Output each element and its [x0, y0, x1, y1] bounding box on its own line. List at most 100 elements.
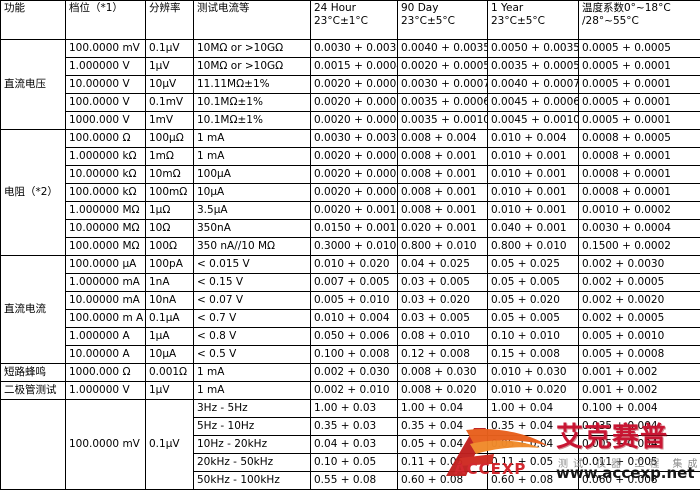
cell-temp-coefficient: 0.100 + 0.004 [579, 400, 700, 418]
cell-90-day: 0.008 + 0.001 [398, 202, 488, 220]
header-function: 功能 [1, 1, 66, 40]
cell-24-hour: 0.0150 + 0.0010 [311, 220, 398, 238]
cell-function: 二极管测试 [1, 382, 66, 400]
cell-90-day: 0.008 + 0.020 [398, 382, 488, 400]
cell-test-current: < 0.15 V [194, 274, 311, 292]
cell-resolution: 1mV [146, 112, 194, 130]
cell-range: 10.00000 mA [66, 292, 146, 310]
cell-range: 10.00000 MΩ [66, 220, 146, 238]
cell-1-year: 0.05 + 0.025 [488, 256, 579, 274]
cell-1-year: 1.00 + 0.04 [488, 400, 579, 418]
cell-resolution: 1µΩ [146, 202, 194, 220]
cell-resolution: 10Ω [146, 220, 194, 238]
cell-resolution: 1µV [146, 382, 194, 400]
cell-test-current: 350 nA//10 MΩ [194, 238, 311, 256]
cell-test-current: 20kHz - 50kHz [194, 454, 311, 472]
cell-24-hour: 0.050 + 0.006 [311, 328, 398, 346]
cell-temp-coefficient: 0.0005 + 0.0001 [579, 112, 700, 130]
cell-test-current: 10.1MΩ±1% [194, 94, 311, 112]
cell-temp-coefficient: 0.0005 + 0.0001 [579, 76, 700, 94]
header-1-year: 1 Year 23°C±5°C [488, 1, 579, 40]
cell-90-day: 0.020 + 0.001 [398, 220, 488, 238]
cell-range: 1.000000 V [66, 58, 146, 76]
cell-resolution: 10nA [146, 292, 194, 310]
cell-range: 1.000000 mA [66, 274, 146, 292]
cell-90-day: 0.800 + 0.010 [398, 238, 488, 256]
cell-range: 100.0000 mV [66, 40, 146, 58]
cell-24-hour: 0.3000 + 0.0100 [311, 238, 398, 256]
cell-test-current: < 0.015 V [194, 256, 311, 274]
cell-test-current: < 0.8 V [194, 328, 311, 346]
cell-test-current: 1 mA [194, 148, 311, 166]
cell-temp-coefficient: 0.0008 + 0.0001 [579, 166, 700, 184]
cell-test-current: < 0.7 V [194, 310, 311, 328]
cell-24-hour: 0.0030 + 0.0030 [311, 130, 398, 148]
cell-test-current: 3.5µA [194, 202, 311, 220]
cell-1-year: 0.800 + 0.010 [488, 238, 579, 256]
cell-resolution: 100Ω [146, 238, 194, 256]
cell-resolution: 0.1mV [146, 94, 194, 112]
cell-24-hour: 0.010 + 0.004 [311, 310, 398, 328]
cell-24-hour: 0.0020 + 0.0005 [311, 166, 398, 184]
cell-temp-coefficient: 0.0010 + 0.0002 [579, 202, 700, 220]
cell-range: 1.000000 V [66, 382, 146, 400]
cell-90-day: 0.03 + 0.005 [398, 310, 488, 328]
cell-resolution: 10mΩ [146, 166, 194, 184]
cell-resolution: 0.001Ω [146, 364, 194, 382]
cell-test-current: 5Hz - 10Hz [194, 418, 311, 436]
cell-resolution: 100µΩ [146, 130, 194, 148]
cell-temp-coefficient: 0.002 + 0.0020 [579, 292, 700, 310]
cell-1-year: 0.010 + 0.001 [488, 148, 579, 166]
cell-test-current: 10.1MΩ±1% [194, 112, 311, 130]
cell-90-day: 0.11 + 0.05 [398, 454, 488, 472]
cell-1-year: 0.010 + 0.001 [488, 184, 579, 202]
cell-24-hour: 0.100 + 0.008 [311, 346, 398, 364]
cell-test-current: 10Hz - 20kHz [194, 436, 311, 454]
cell-90-day: 0.0020 + 0.0005 [398, 58, 488, 76]
cell-temp-coefficient: 0.001 + 0.002 [579, 382, 700, 400]
cell-1-year: 0.05 + 0.020 [488, 292, 579, 310]
cell-1-year: 0.010 + 0.001 [488, 202, 579, 220]
cell-temp-coefficient: 0.002 + 0.0005 [579, 310, 700, 328]
cell-test-current: 50kHz - 100kHz [194, 472, 311, 490]
cell-temp-coefficient: 0.0005 + 0.0005 [579, 40, 700, 58]
cell-test-current: 1 mA [194, 364, 311, 382]
cell-range: 100.0000 m A [66, 310, 146, 328]
cell-1-year: 0.010 + 0.001 [488, 166, 579, 184]
cell-1-year: 0.05 + 0.005 [488, 310, 579, 328]
cell-24-hour: 0.005 + 0.010 [311, 292, 398, 310]
cell-1-year: 0.0045 + 0.0006 [488, 94, 579, 112]
cell-temp-coefficient: 0.005 + 0.0010 [579, 328, 700, 346]
cell-range: 100.0000 kΩ [66, 184, 146, 202]
cell-90-day: 1.00 + 0.04 [398, 400, 488, 418]
cell-90-day: 0.05 + 0.04 [398, 436, 488, 454]
cell-resolution: 1µA [146, 328, 194, 346]
cell-90-day: 0.12 + 0.008 [398, 346, 488, 364]
cell-test-current: 10MΩ or >10GΩ [194, 40, 311, 58]
cell-1-year: 0.0045 + 0.0010 [488, 112, 579, 130]
cell-24-hour: 0.0020 + 0.0006 [311, 112, 398, 130]
cell-temp-coefficient: 0.060 + 0.008 [579, 472, 700, 490]
cell-test-current: 10µA [194, 184, 311, 202]
cell-90-day: 0.008 + 0.004 [398, 130, 488, 148]
cell-90-day: 0.008 + 0.001 [398, 184, 488, 202]
cell-resolution: 100mΩ [146, 184, 194, 202]
header-test-current: 测试电流等 [194, 1, 311, 40]
cell-function: 直流电压 [1, 40, 66, 130]
cell-range: 100.0000 Ω [66, 130, 146, 148]
cell-range: 100.0000 µA [66, 256, 146, 274]
cell-90-day: 0.08 + 0.010 [398, 328, 488, 346]
